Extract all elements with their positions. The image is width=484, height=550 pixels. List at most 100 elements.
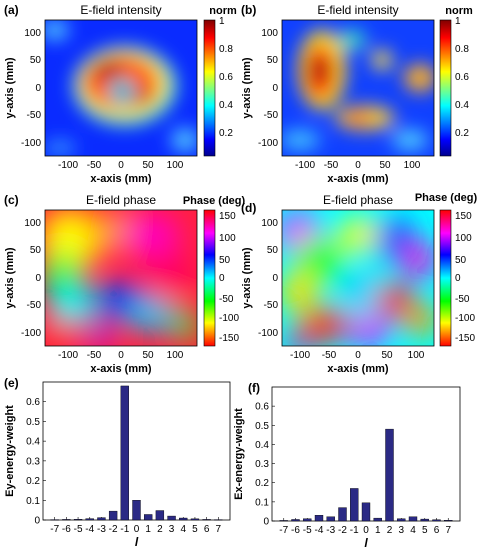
cb-tick: -50 [455,294,470,305]
plot-frame-c [44,209,198,347]
cb-tick: -100 [455,313,475,324]
cb-tick: 50 [219,255,231,266]
x-tick: 0 [118,160,124,171]
bar [303,518,312,522]
x-tick: 0 [355,350,361,361]
bar [420,518,429,522]
x-tick-label: -1 [350,525,359,536]
x-tick: 50 [379,160,391,171]
x-tick-label: 5 [192,524,198,535]
colorbar-d [439,209,452,347]
plot-frame-a [44,19,198,157]
bar [167,515,176,521]
y-ticks-b: 100 50 0 -50 -100 [258,28,278,149]
x-tick-label: 2 [387,525,393,536]
y-tick: 0 [35,273,41,284]
y-tick-label: 0 [263,517,269,528]
plot-frame-d [281,209,435,347]
colorbar-title-b: norm [445,5,473,17]
y-axis-label-a: y-axis (mm) [4,57,16,118]
bar [179,517,188,521]
bar [85,518,94,521]
cb-tick: -150 [455,333,475,344]
cb-tick: 50 [455,255,467,266]
colorbar-ticks-c: 150 100 50 0 -50 -100 -150 [219,211,239,344]
map-title-a: E-field intensity [80,3,161,17]
y-tick: 100 [261,218,278,229]
bar [326,516,335,522]
map-title-b: E-field intensity [317,3,398,17]
bar [444,520,453,522]
map-title-c: E-field phase [86,193,156,207]
y-tick: -50 [27,110,42,121]
y-tick: 50 [30,245,42,256]
y-tick-label: 0.3 [26,456,40,467]
x-tick-label: -6 [62,524,71,535]
y-tick: -100 [21,328,41,339]
x-tick-label: -5 [74,524,83,535]
x-tick: 50 [381,350,393,361]
panel-b: (b) E-field intensity -100 -50 0 50 [241,3,473,185]
colorbar-title-d: Phase (deg) [415,192,478,204]
colorbar-title-a: norm [209,5,237,17]
cb-tick: -50 [219,294,234,305]
bar [190,518,200,521]
y-axis-label-f: Ex-energy-weight [233,408,245,500]
y-tick-label: 0 [34,516,40,527]
bar [291,519,300,522]
colorbar-a [203,19,216,157]
y-tick: -50 [27,300,42,311]
cb-tick: 0.8 [219,44,233,55]
x-ticks-a: -100 -50 0 50 100 [58,160,184,171]
intensity-map-a [45,20,197,156]
y-axis-label-b: y-axis (mm) [241,57,253,118]
panel-label-e: (e) [4,376,19,390]
y-ticks-d: 100 50 0 -50 -100 [258,218,278,339]
panel-label-b: (b) [241,3,256,17]
x-tick-label: 0 [363,525,369,536]
x-tick-label: 7 [216,524,222,535]
x-tick-label: -4 [315,525,324,536]
y-ticks-a: 100 50 0 -50 -100 [21,28,41,149]
colorbar-ticks-a: 1 0.8 0.6 0.4 0.2 [219,16,233,139]
x-tick: -100 [295,160,315,171]
x-tick-label: -4 [85,524,94,535]
x-tick-label: 7 [445,525,451,536]
x-tick: 100 [404,160,421,171]
x-tick-label: -2 [338,525,347,536]
x-tick-label: 4 [180,524,186,535]
x-tick: 50 [142,350,154,361]
bar [314,515,324,522]
y-tick-label: 0.2 [255,478,269,489]
cb-tick: 0.2 [219,128,233,139]
panel-label-d: (d) [241,201,256,215]
y-ticks-c: 100 50 0 -50 -100 [21,218,41,339]
x-tick: -50 [87,350,102,361]
cb-tick: 0.4 [219,100,233,111]
bar [432,519,441,522]
x-tick: 100 [408,350,425,361]
y-tick: 100 [24,28,41,39]
bar [144,514,153,521]
cb-tick: 1 [219,16,225,27]
x-tick: -50 [87,160,102,171]
panel-label-c: (c) [4,193,19,207]
y-tick: -100 [258,138,278,149]
y-tick: 0 [272,83,278,94]
bar [62,519,71,521]
x-tick: -100 [290,350,310,361]
y-tick-label: 0.5 [26,417,40,428]
x-tick-label: 1 [375,525,381,536]
x-tick: 50 [142,160,154,171]
cb-tick: 150 [219,211,236,222]
bar [350,488,359,522]
x-tick: 100 [167,350,184,361]
y-tick-label: 0.1 [26,496,40,507]
x-tick: -50 [322,350,337,361]
y-tick-label: 0.5 [255,421,269,432]
y-tick-label: 0.6 [26,397,40,408]
bar [73,519,83,521]
y-tick: 100 [261,28,278,39]
plot-frame-e [42,381,231,521]
